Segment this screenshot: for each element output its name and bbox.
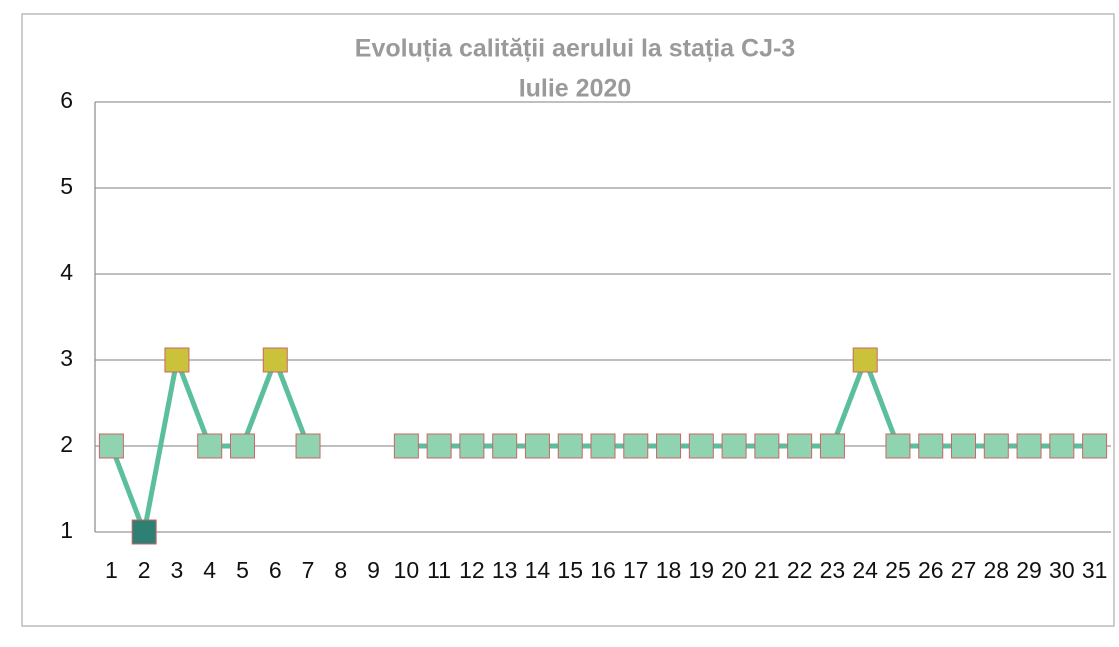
x-tick-label: 25: [885, 557, 911, 583]
marker: [295, 433, 321, 459]
marker: [557, 433, 583, 459]
y-tick-label: 1: [60, 517, 73, 543]
x-tick-label: 8: [334, 557, 347, 583]
y-tick-label: 5: [60, 173, 73, 199]
marker: [590, 433, 616, 459]
x-tick-label: 16: [590, 557, 616, 583]
x-tick-label: 19: [689, 557, 715, 583]
x-tick-label: 3: [171, 557, 184, 583]
marker: [656, 433, 682, 459]
marker: [492, 433, 518, 459]
chart-title: Evoluția calității aerului la stația CJ-…: [355, 35, 795, 63]
marker: [1082, 433, 1108, 459]
marker: [852, 347, 878, 373]
x-tick-label: 29: [1016, 557, 1042, 583]
x-tick-label: 7: [302, 557, 315, 583]
x-tick-label: 5: [236, 557, 249, 583]
marker: [983, 433, 1009, 459]
marker: [393, 433, 419, 459]
marker: [688, 433, 714, 459]
x-tick-label: 12: [459, 557, 485, 583]
marker: [951, 433, 977, 459]
x-tick-label: 2: [138, 557, 151, 583]
marker: [524, 433, 550, 459]
marker: [819, 433, 845, 459]
marker: [197, 433, 223, 459]
chart-subtitle: Iulie 2020: [519, 75, 632, 103]
x-tick-label: 17: [623, 557, 649, 583]
x-tick-label: 9: [367, 557, 380, 583]
x-tick-label: 20: [721, 557, 747, 583]
x-tick-label: 4: [203, 557, 216, 583]
marker: [1016, 433, 1042, 459]
x-tick-label: 30: [1049, 557, 1075, 583]
x-tick-label: 21: [754, 557, 780, 583]
marker: [1049, 433, 1075, 459]
marker: [885, 433, 911, 459]
x-tick-label: 22: [787, 557, 813, 583]
marker: [459, 433, 485, 459]
x-tick-label: 13: [492, 557, 518, 583]
x-tick-label: 26: [918, 557, 944, 583]
x-tick-label: 23: [820, 557, 846, 583]
marker: [131, 519, 157, 545]
x-tick-label: 18: [656, 557, 682, 583]
marker: [721, 433, 747, 459]
x-tick-label: 14: [525, 557, 551, 583]
marker: [918, 433, 944, 459]
marker: [623, 433, 649, 459]
x-tick-label: 6: [269, 557, 282, 583]
x-tick-label: 1: [105, 557, 118, 583]
x-tick-label: 10: [394, 557, 420, 583]
marker: [262, 347, 288, 373]
x-tick-label: 27: [951, 557, 977, 583]
y-tick-label: 4: [60, 259, 73, 285]
x-tick-label: 24: [852, 557, 878, 583]
x-tick-label: 15: [557, 557, 583, 583]
x-tick-label: 28: [983, 557, 1009, 583]
y-tick-label: 3: [60, 345, 73, 371]
y-tick-label: 6: [60, 87, 73, 113]
chart-frame: [21, 13, 1115, 627]
marker: [787, 433, 813, 459]
y-tick-label: 2: [60, 431, 73, 457]
x-tick-label: 31: [1082, 557, 1108, 583]
marker: [426, 433, 452, 459]
marker: [164, 347, 190, 373]
marker: [754, 433, 780, 459]
marker: [229, 433, 255, 459]
x-tick-label: 11: [427, 557, 451, 583]
marker: [98, 433, 124, 459]
